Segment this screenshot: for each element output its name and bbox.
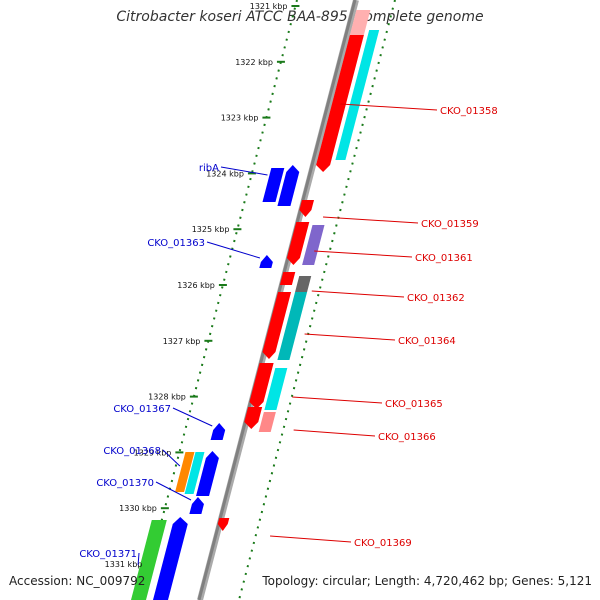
tick-label: 1328 kbp (148, 393, 186, 402)
leader-line (304, 333, 396, 341)
tick-rail-left (140, 0, 298, 600)
tick-label: 1327 kbp (163, 337, 201, 346)
leader-line (322, 216, 419, 224)
gene-label[interactable]: CKO_01370 (96, 478, 154, 489)
leader-line (314, 250, 413, 258)
feature-labels: 1321 kbp 1322 kbp 1323 kbp 1324 kbp 1325 kbp… (79, 2, 497, 569)
leader-line (311, 290, 405, 298)
gene-cko-01359 (299, 200, 314, 217)
leader-line (340, 103, 438, 111)
tick-label: 1322 kbp (235, 58, 273, 67)
gene-label[interactable]: CKO_01371 (79, 549, 137, 560)
gene-label[interactable]: CKO_01359 (421, 219, 479, 230)
gene-cko-01371 (131, 520, 167, 600)
tick-label: 1325 kbp (192, 225, 230, 234)
gene-cko-01364 (262, 292, 292, 359)
gene-cko-01358-c (349, 10, 371, 35)
gene-cko-01370 (189, 497, 204, 514)
gene-cko-01368-b (184, 452, 205, 494)
leader-line (220, 166, 268, 176)
gene-cko-01362 (279, 272, 296, 285)
tick-rail-right (238, 0, 396, 600)
leader-line (172, 407, 213, 427)
leader-line (292, 396, 383, 404)
tick-label: 1321 kbp (250, 2, 288, 11)
gene-cko-01367 (210, 423, 226, 440)
topology-text: Topology: circular; Length: 4,720,462 bp… (262, 574, 592, 588)
accession-text: Accession: NC_009792 (9, 574, 146, 588)
gene-label[interactable]: CKO_01367 (113, 404, 171, 415)
gene-cko-01369 (217, 518, 230, 531)
tick-label: 1323 kbp (221, 114, 259, 123)
gene-label[interactable]: CKO_01365 (385, 399, 443, 410)
leader-line (155, 481, 192, 501)
tick-label: 1324 kbp (206, 169, 244, 178)
leader-line (293, 429, 376, 437)
map-title: Citrobacter koseri ATCC BAA-895, complet… (116, 9, 484, 25)
gene-label[interactable]: CKO_01369 (354, 538, 412, 549)
gene-cko-01364-b (277, 292, 308, 360)
gene-label[interactable]: CKO_01368 (103, 446, 161, 457)
gene-cko-01361-b (302, 225, 325, 265)
gene-riba-b (277, 165, 300, 206)
gene-cko-01365-b (264, 368, 288, 410)
feature-tracks (131, 0, 396, 600)
tick-label: 1326 kbp (177, 281, 215, 290)
gene-riba (262, 168, 285, 202)
gene-cko-01365 (249, 363, 274, 409)
gene-label[interactable]: CKO_01361 (415, 253, 473, 264)
gene-cko-01368 (175, 452, 195, 492)
gene-label[interactable]: CKO_01363 (147, 238, 205, 249)
gene-cko-01358-b (335, 30, 380, 160)
tick-label: 1331 kbp (105, 560, 143, 569)
tick-label: 1330 kbp (119, 504, 157, 513)
gene-cko-01358 (316, 35, 364, 172)
gene-cko-01371-b (153, 517, 188, 600)
gene-label[interactable]: CKO_01364 (398, 336, 456, 347)
leader-line (206, 241, 261, 259)
gene-label[interactable]: ribA (199, 163, 219, 174)
gene-cko-01361 (286, 222, 310, 265)
gene-label[interactable]: CKO_01366 (378, 432, 436, 443)
tick-label: 1329 kbp (134, 448, 172, 457)
gene-label[interactable]: CKO_01362 (407, 293, 465, 304)
gene-cko-01368-c (196, 451, 219, 496)
leader-line (137, 552, 140, 566)
gene-cko-01366 (258, 412, 276, 432)
leader-line (270, 535, 352, 543)
gene-cko-01362-b (295, 276, 312, 292)
leader-line (162, 449, 181, 467)
gene-label[interactable]: CKO_01358 (440, 106, 498, 117)
gene-cko-01365-c (244, 407, 263, 429)
gene-cko-01363 (259, 255, 273, 268)
